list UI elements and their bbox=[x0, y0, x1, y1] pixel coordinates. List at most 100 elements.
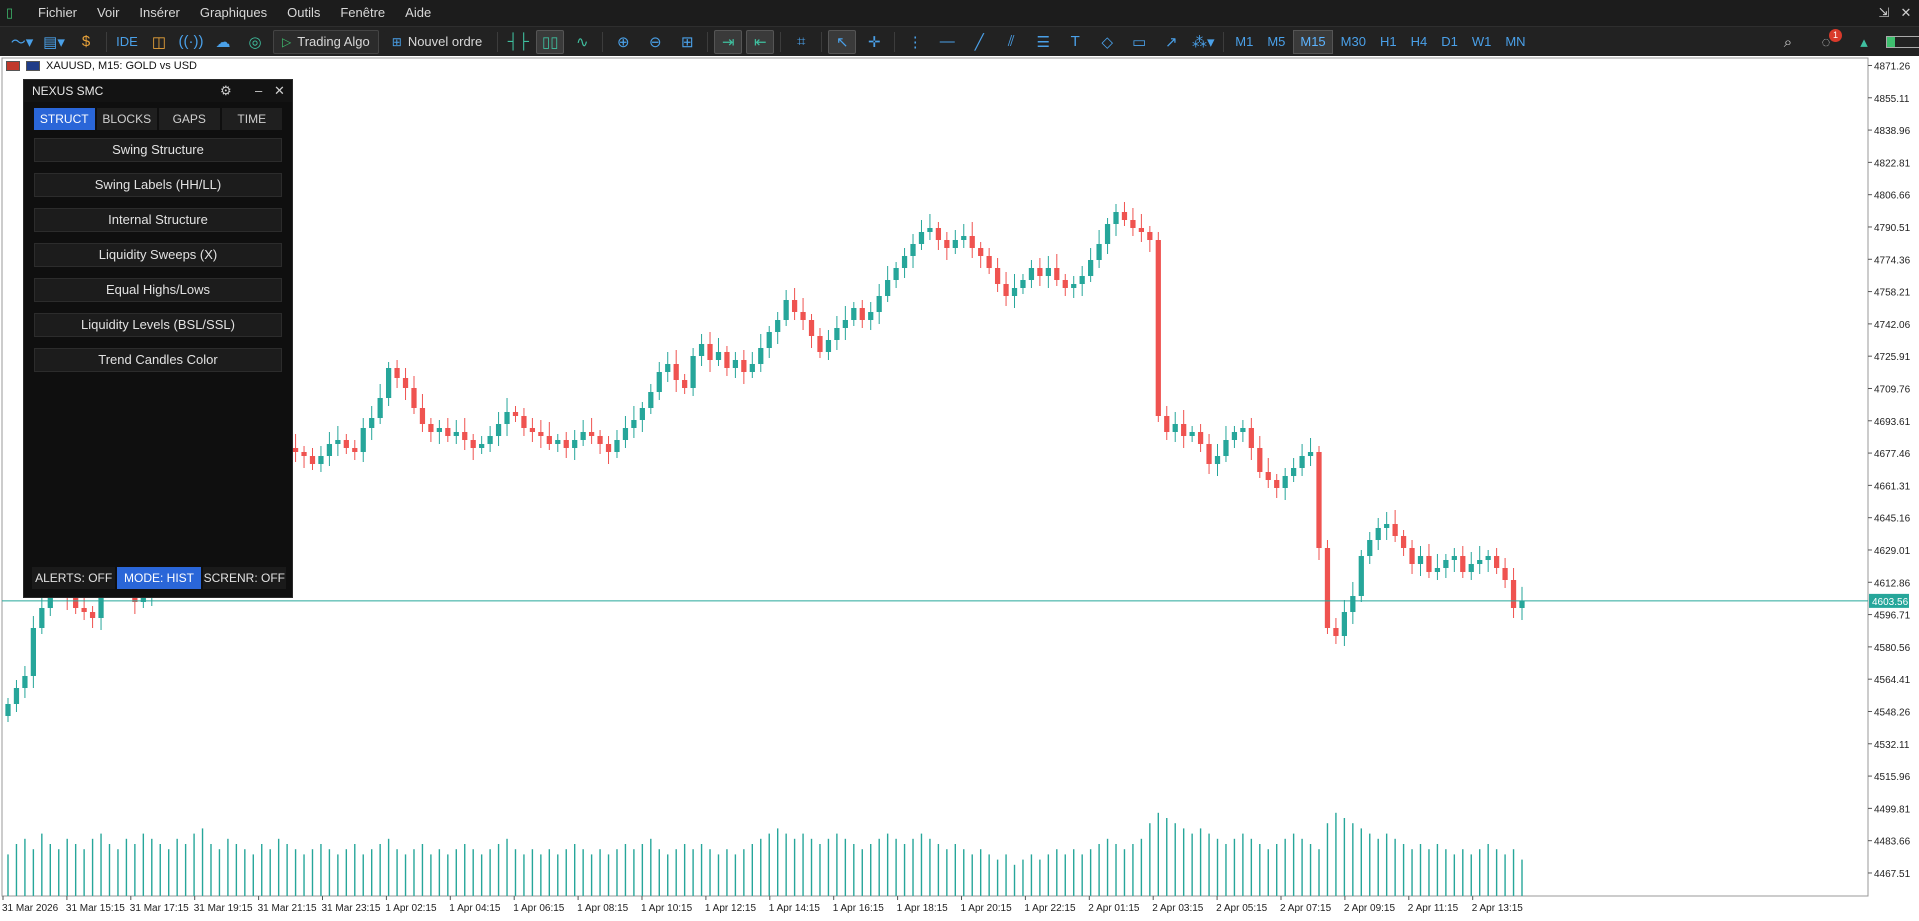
menu-charts[interactable]: Graphiques bbox=[199, 5, 268, 20]
candle-body bbox=[292, 448, 299, 452]
candle-body bbox=[614, 440, 620, 452]
horizontal-line-icon[interactable]: — bbox=[939, 33, 955, 50]
text-tool-icon[interactable]: T bbox=[1070, 33, 1080, 50]
objects-dropdown-icon[interactable]: ⁂▾ bbox=[1191, 33, 1215, 51]
autoscroll-icon[interactable]: ⇥ bbox=[714, 29, 743, 54]
menu-bar: ▯ Fichier Voir Insérer Graphiques Outils… bbox=[0, 0, 1919, 26]
candle-body bbox=[648, 392, 654, 408]
candle-body bbox=[318, 456, 324, 464]
cloud-icon[interactable]: ☁ bbox=[215, 33, 231, 51]
bar-chart-icon[interactable]: ┤├ bbox=[507, 33, 529, 50]
candle-body bbox=[529, 428, 536, 432]
candle-body bbox=[301, 452, 307, 456]
restore-window-icon[interactable]: ⇲ bbox=[1878, 5, 1890, 20]
candle-body bbox=[487, 436, 493, 444]
tab-gaps[interactable]: GAPS bbox=[159, 108, 220, 130]
zoom-in-icon[interactable]: ⊕ bbox=[616, 33, 630, 51]
screenshot-icon[interactable]: ⌗ bbox=[797, 33, 806, 50]
internal-structure-button[interactable]: Internal Structure bbox=[34, 208, 282, 232]
price-axis-label: 4709.76 bbox=[1874, 384, 1911, 395]
toolbar-separator bbox=[602, 31, 604, 52]
candle-body bbox=[470, 440, 476, 448]
vps-icon[interactable]: ◎ bbox=[248, 33, 262, 51]
trend-candles-color-button[interactable]: Trend Candles Color bbox=[34, 348, 282, 372]
dollar-icon[interactable]: $ bbox=[81, 33, 91, 50]
settings-gear-icon[interactable]: ⚙ bbox=[220, 83, 232, 98]
candle-body bbox=[1367, 540, 1373, 556]
candle-body bbox=[783, 300, 789, 320]
price-axis-label: 4725.91 bbox=[1874, 352, 1911, 363]
close-window-icon[interactable]: ✕ bbox=[1900, 5, 1912, 20]
trendline-icon[interactable]: ╱ bbox=[974, 33, 984, 51]
liquidity-levels-button[interactable]: Liquidity Levels (BSL/SSL) bbox=[34, 313, 282, 337]
timeframe-m15[interactable]: M15 bbox=[1293, 29, 1333, 54]
fibonacci-icon[interactable]: ☰ bbox=[1036, 33, 1050, 51]
candle-body bbox=[673, 364, 679, 380]
timeframe-m1[interactable]: M1 bbox=[1235, 34, 1254, 49]
vertical-line-icon[interactable]: ⋮ bbox=[907, 33, 923, 51]
market-bag-icon[interactable]: ◫ bbox=[151, 33, 167, 51]
menu-tools[interactable]: Outils bbox=[287, 5, 321, 20]
candle-body bbox=[1282, 476, 1288, 488]
new-order-button[interactable]: ⊞ Nouvel ordre bbox=[382, 29, 492, 54]
minimize-panel-icon[interactable]: – bbox=[255, 83, 263, 98]
crosshair-icon[interactable]: ✛ bbox=[867, 33, 881, 51]
mode-toggle[interactable]: MODE: HIST bbox=[117, 567, 201, 589]
candlestick-chart-icon[interactable]: ▯▯ bbox=[536, 29, 565, 54]
menu-insert[interactable]: Insérer bbox=[139, 5, 180, 20]
price-axis-label: 4645.16 bbox=[1874, 514, 1911, 525]
swing-structure-button[interactable]: Swing Structure bbox=[34, 138, 282, 162]
tab-struct[interactable]: STRUCT bbox=[34, 108, 95, 130]
price-axis-label: 4822.81 bbox=[1874, 158, 1911, 169]
chart-window[interactable]: 4871.26 4855.11 4838.96 4822.81 4806.66 4790.… bbox=[0, 56, 1919, 921]
swing-labels-button[interactable]: Swing Labels (HH/LL) bbox=[34, 173, 282, 197]
candle-body bbox=[1045, 268, 1051, 276]
timeframe-mn[interactable]: MN bbox=[1505, 34, 1526, 49]
chart-shift-icon[interactable]: ⇤ bbox=[746, 29, 775, 54]
timeframe-h4[interactable]: H4 bbox=[1410, 34, 1428, 49]
timeframe-d1[interactable]: D1 bbox=[1441, 34, 1458, 49]
line-chart-icon[interactable]: ∿ bbox=[575, 33, 589, 51]
close-panel-icon[interactable]: ✕ bbox=[274, 83, 285, 98]
menu-window[interactable]: Fenêtre bbox=[340, 5, 386, 20]
chart-template-dropdown-icon[interactable]: ▤▾ bbox=[43, 33, 65, 51]
shapes-icon[interactable]: ◇ bbox=[1101, 33, 1114, 51]
price-axis-label: 4499.81 bbox=[1874, 804, 1911, 815]
time-axis-label: 1 Apr 06:15 bbox=[513, 903, 565, 914]
signal-icon[interactable]: ((·)) bbox=[178, 33, 204, 50]
arrow-tool-icon[interactable]: ↗ bbox=[1164, 33, 1178, 51]
line-chart-dropdown-icon[interactable]: 〜▾ bbox=[10, 34, 34, 51]
search-icon[interactable]: ⌕ bbox=[1783, 33, 1793, 51]
alerts-toggle[interactable]: ALERTS: OFF bbox=[32, 567, 116, 589]
candle-body bbox=[1274, 480, 1280, 488]
candle-body bbox=[1519, 600, 1525, 608]
zoom-out-icon[interactable]: ⊖ bbox=[648, 33, 662, 51]
menu-file[interactable]: Fichier bbox=[38, 5, 78, 20]
candle-body bbox=[986, 256, 992, 268]
current-price-label: 4603.56 bbox=[1872, 597, 1909, 608]
tab-time[interactable]: TIME bbox=[221, 108, 282, 130]
equal-highs-lows-button[interactable]: Equal Highs/Lows bbox=[34, 278, 282, 302]
tile-windows-icon[interactable]: ⊞ bbox=[680, 33, 694, 51]
rectangle-icon[interactable]: ▭ bbox=[1132, 33, 1147, 51]
connection-bar bbox=[1886, 36, 1919, 48]
liquidity-sweeps-button[interactable]: Liquidity Sweeps (X) bbox=[34, 243, 282, 267]
tab-blocks[interactable]: BLOCKS bbox=[96, 108, 157, 130]
timeframe-m5[interactable]: M5 bbox=[1267, 34, 1286, 49]
screener-toggle[interactable]: SCRENR: OFF bbox=[202, 567, 286, 589]
timeframe-m30[interactable]: M30 bbox=[1340, 34, 1366, 49]
timeframe-w1[interactable]: W1 bbox=[1471, 34, 1492, 49]
timeframe-h1[interactable]: H1 bbox=[1379, 34, 1397, 49]
cursor-icon[interactable]: ↖ bbox=[828, 29, 857, 54]
ide-button[interactable]: IDE bbox=[116, 34, 138, 49]
channel-icon[interactable]: ⫽ bbox=[1007, 33, 1015, 50]
notifications-icon[interactable]: ◌ 1 bbox=[1812, 29, 1842, 54]
trading-algo-button[interactable]: ▷ Trading Algo bbox=[273, 29, 379, 54]
menu-help[interactable]: Aide bbox=[405, 5, 432, 20]
candle-body bbox=[1181, 424, 1187, 436]
price-axis-label: 4806.66 bbox=[1874, 191, 1911, 202]
candle-body bbox=[81, 608, 87, 612]
panel-footer: ALERTS: OFF MODE: HIST SCRENR: OFF bbox=[32, 567, 286, 589]
price-chart[interactable]: 4871.26 4855.11 4838.96 4822.81 4806.66 4790.… bbox=[0, 56, 1919, 921]
menu-view[interactable]: Voir bbox=[97, 5, 120, 20]
